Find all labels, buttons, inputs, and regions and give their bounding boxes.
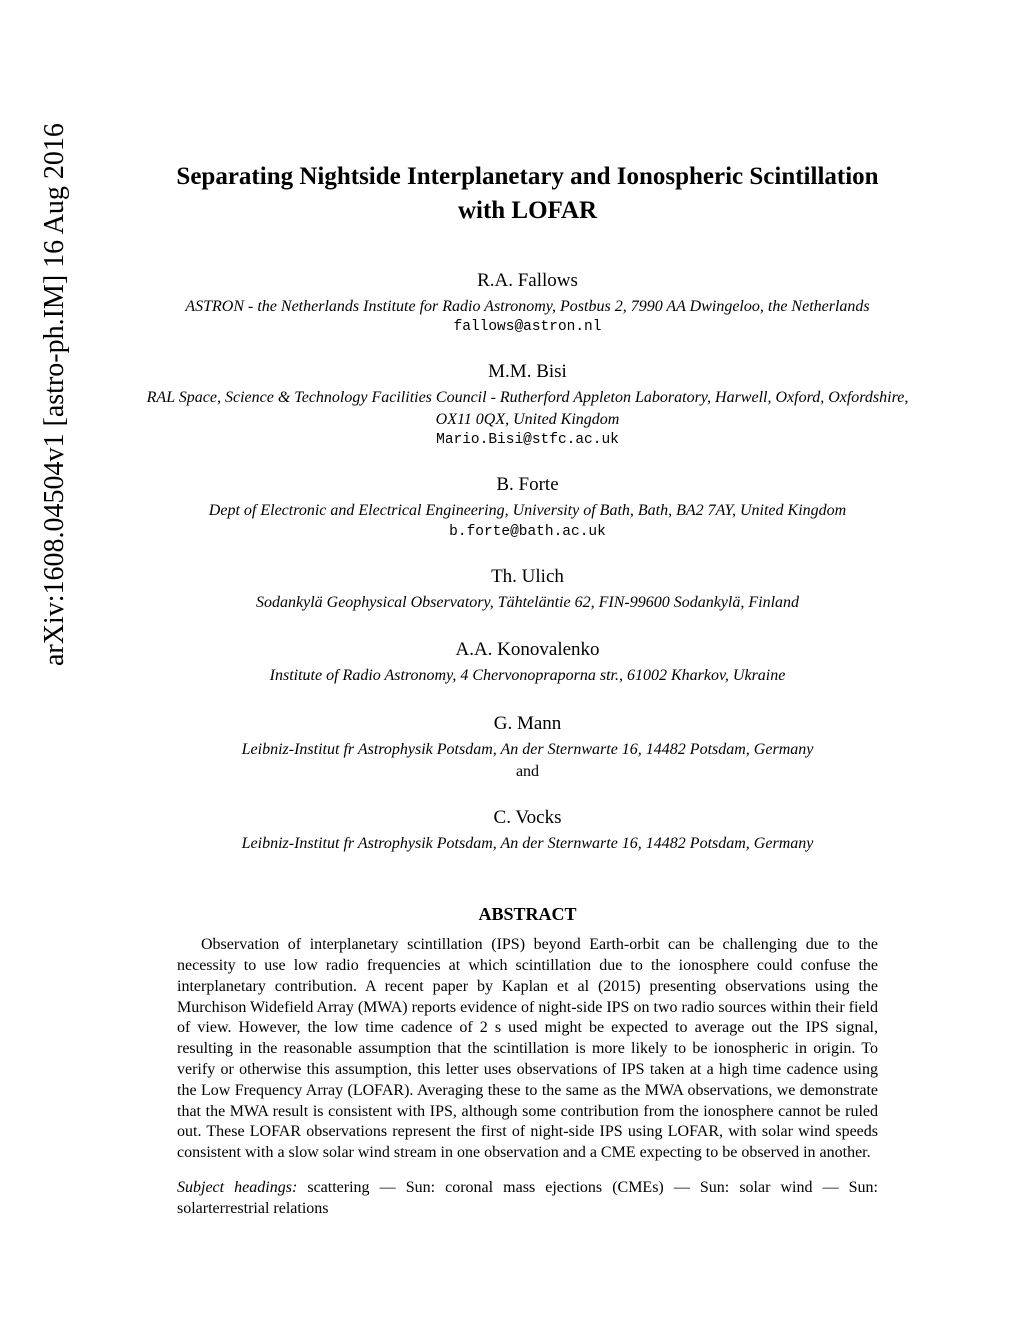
subject-label: Subject headings: <box>177 1179 297 1196</box>
author-affiliation: Dept of Electronic and Electrical Engine… <box>145 500 910 522</box>
abstract-heading: ABSTRACT <box>145 904 910 925</box>
author-affiliation: Sodankylä Geophysical Observatory, Tähte… <box>145 592 910 614</box>
author-block-6: C. Vocks Leibniz-Institut fr Astrophysik… <box>145 807 910 855</box>
author-name: G. Mann <box>145 713 910 735</box>
author-block-5: G. Mann Leibniz-Institut fr Astrophysik … <box>145 713 910 781</box>
paper-page: Separating Nightside Interplanetary and … <box>0 0 1020 1280</box>
subject-headings: Subject headings: scattering — Sun: coro… <box>177 1178 878 1220</box>
author-name: C. Vocks <box>145 807 910 829</box>
author-email: b.forte@bath.ac.uk <box>145 524 910 540</box>
and-separator: and <box>145 763 910 781</box>
author-name: M.M. Bisi <box>145 361 910 383</box>
author-name: R.A. Fallows <box>145 270 910 292</box>
abstract-body: Observation of interplanetary scintillat… <box>177 935 878 1164</box>
author-name: B. Forte <box>145 474 910 496</box>
author-block-1: M.M. Bisi RAL Space, Science & Technolog… <box>145 361 910 448</box>
author-block-2: B. Forte Dept of Electronic and Electric… <box>145 474 910 540</box>
author-block-0: R.A. Fallows ASTRON - the Netherlands In… <box>145 270 910 336</box>
author-affiliation: Leibniz-Institut fr Astrophysik Potsdam,… <box>145 739 910 761</box>
author-block-3: Th. Ulich Sodankylä Geophysical Observat… <box>145 566 910 614</box>
title-line-2: with LOFAR <box>458 197 597 224</box>
author-name: A.A. Konovalenko <box>145 639 910 661</box>
author-affiliation: Leibniz-Institut fr Astrophysik Potsdam,… <box>145 833 910 855</box>
author-email: Mario.Bisi@stfc.ac.uk <box>145 432 910 448</box>
author-email: fallows@astron.nl <box>145 319 910 335</box>
paper-title: Separating Nightside Interplanetary and … <box>145 160 910 228</box>
author-affiliation: ASTRON - the Netherlands Institute for R… <box>145 296 910 318</box>
author-affiliation: RAL Space, Science & Technology Faciliti… <box>145 387 910 430</box>
author-name: Th. Ulich <box>145 566 910 588</box>
author-block-4: A.A. Konovalenko Institute of Radio Astr… <box>145 639 910 687</box>
title-line-1: Separating Nightside Interplanetary and … <box>176 163 878 190</box>
author-affiliation: Institute of Radio Astronomy, 4 Chervono… <box>145 665 910 687</box>
